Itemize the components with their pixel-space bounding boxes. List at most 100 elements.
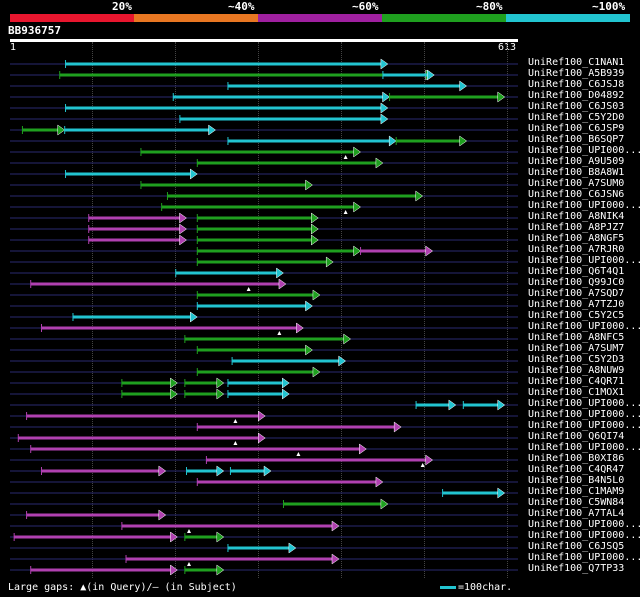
hit-name-link[interactable]: UniRef100_UPI000... — [528, 409, 640, 420]
hit-name-link[interactable]: UniRef100_Q6QI74 — [528, 431, 625, 442]
hit-name-link[interactable]: UniRef100_UPI000... — [528, 145, 640, 156]
hit-segment-arrowhead — [216, 388, 225, 400]
hit-segment-arrowhead — [257, 410, 266, 422]
hit-name-link[interactable]: UniRef100_C1MOX1 — [528, 387, 625, 398]
hit-segment-arrowhead — [296, 322, 304, 334]
hit-name-link[interactable]: UniRef100_C5Y2C5 — [528, 310, 625, 321]
hit-name-link[interactable]: UniRef100_C5WN84 — [528, 497, 625, 508]
hit-segment-arrowhead — [497, 487, 506, 499]
hit-name-link[interactable]: UniRef100_A7RJR0 — [528, 244, 625, 255]
hit-segment-arrowhead — [190, 168, 198, 180]
hit-segment-arrowhead — [216, 377, 225, 389]
hit-name-link[interactable]: UniRef100_A8NUW9 — [528, 365, 625, 376]
gridline — [92, 42, 93, 578]
hit-segment-arrowhead — [311, 223, 319, 235]
hit-name-link[interactable]: UniRef100_B6SQP7 — [528, 134, 625, 145]
hit-segment-arrowhead — [331, 553, 340, 565]
hit-name-link[interactable]: UniRef100_C6JSQ5 — [528, 541, 625, 552]
hit-segment-arrowhead — [359, 443, 367, 455]
hit-name-link[interactable]: UniRef100_C6JSN6 — [528, 189, 625, 200]
gridline — [507, 42, 508, 578]
hit-segment-arrowhead — [278, 278, 287, 290]
hit-segment-arrowhead — [497, 399, 506, 411]
hit-name-link[interactable]: UniRef100_C4QR71 — [528, 376, 625, 387]
hit-name-link[interactable]: UniRef100_A8NIK4 — [528, 211, 625, 222]
hit-name-link[interactable]: UniRef100_C6JSJ8 — [528, 79, 625, 90]
hit-name-link[interactable]: UniRef100_A8NGF5 — [528, 233, 625, 244]
query-gap-marker — [296, 452, 301, 456]
scale-label: =100char. — [458, 582, 513, 593]
hit-segment-arrowhead — [325, 256, 334, 268]
hit-name-link[interactable]: UniRef100_C1MAM9 — [528, 486, 625, 497]
hit-name-link[interactable]: UniRef100_A7SUM0 — [528, 178, 625, 189]
hit-segment-arrowhead — [427, 69, 435, 81]
hit-name-link[interactable]: UniRef100_D04892 — [528, 90, 625, 101]
hit-name-link[interactable]: UniRef100_C6JSP9 — [528, 123, 625, 134]
hit-name-link[interactable]: UniRef100_A7TAL4 — [528, 508, 625, 519]
legend-segment-60 — [258, 14, 382, 22]
hit-name-link[interactable]: UniRef100_UPI000... — [528, 442, 640, 453]
query-gap-marker — [246, 287, 251, 291]
legend-segment-100 — [506, 14, 630, 22]
legend-label-100: ~100% — [592, 0, 626, 13]
query-gap-marker — [187, 529, 192, 533]
hit-name-link[interactable]: UniRef100_B4N5L0 — [528, 475, 625, 486]
hit-name-link[interactable]: UniRef100_A8PJZ7 — [528, 222, 625, 233]
hit-name-link[interactable]: UniRef100_C4QR47 — [528, 464, 625, 475]
gridline — [175, 42, 176, 578]
query-gap-marker — [233, 419, 238, 423]
hit-name-link[interactable]: UniRef100_UPI000... — [528, 552, 640, 563]
hit-segment-arrowhead — [415, 190, 424, 202]
hit-segment-arrowhead — [158, 465, 167, 477]
hit-segment-arrowhead — [380, 113, 389, 125]
hit-segment-arrowhead — [158, 509, 167, 521]
hit-name-link[interactable]: UniRef100_C1NAN1 — [528, 57, 625, 68]
hit-segment-arrowhead — [311, 234, 319, 246]
hit-segment-arrowhead — [263, 465, 272, 477]
hit-name-link[interactable]: UniRef100_UPI000... — [528, 519, 640, 530]
hit-name-link[interactable]: UniRef100_A5B939 — [528, 68, 625, 79]
hit-name-link[interactable]: UniRef100_C5Y2D3 — [528, 354, 625, 365]
hit-segment-arrowhead — [312, 366, 321, 378]
hit-segment-arrowhead — [343, 333, 352, 345]
legend-segment-80 — [382, 14, 506, 22]
hit-segment-arrowhead — [57, 124, 66, 136]
query-gap-marker — [187, 562, 192, 566]
hit-name-link[interactable]: UniRef100_A7SUM7 — [528, 343, 625, 354]
hit-segment-arrowhead — [276, 267, 284, 279]
hit-segment-arrowhead — [388, 135, 397, 147]
hit-name-link[interactable]: UniRef100_Q99JC0 — [528, 277, 625, 288]
hit-name-link[interactable]: UniRef100_C5Y2D0 — [528, 112, 625, 123]
hit-name-link[interactable]: UniRef100_UPI000... — [528, 255, 640, 266]
hit-segment-arrowhead — [338, 355, 347, 367]
hit-name-link[interactable]: UniRef100_B0XI86 — [528, 453, 625, 464]
legend-label-60: ~60% — [352, 0, 379, 13]
hit-segment-arrowhead — [459, 80, 468, 92]
hit-name-link[interactable]: UniRef100_UPI000... — [528, 321, 640, 332]
hit-name-link[interactable]: UniRef100_A7TZJ0 — [528, 299, 625, 310]
query-gap-marker — [277, 331, 282, 335]
hit-name-link[interactable]: UniRef100_A8NFC5 — [528, 332, 625, 343]
hit-segment-arrowhead — [331, 520, 340, 532]
hit-segment-arrowhead — [393, 421, 402, 433]
hit-name-link[interactable]: UniRef100_C6JS03 — [528, 101, 625, 112]
hit-segment-arrowhead — [282, 388, 290, 400]
hit-name-link[interactable]: UniRef100_Q6T4Q1 — [528, 266, 625, 277]
hit-segment-arrowhead — [305, 300, 313, 312]
hit-name-link[interactable]: UniRef100_UPI000... — [528, 420, 640, 431]
hit-segment-arrowhead — [208, 124, 216, 136]
hit-name-link[interactable]: UniRef100_UPI000... — [528, 530, 640, 541]
hit-name-link[interactable]: UniRef100_Q7TP33 — [528, 563, 625, 574]
hit-name-link[interactable]: UniRef100_A9U509 — [528, 156, 625, 167]
legend-label-40: ~40% — [228, 0, 255, 13]
hit-name-link[interactable]: UniRef100_UPI000... — [528, 200, 640, 211]
hit-segment-arrowhead — [216, 465, 225, 477]
hit-name-link[interactable]: UniRef100_UPI000... — [528, 398, 640, 409]
hit-segment-arrowhead — [179, 234, 187, 246]
query-id: BB936757 — [8, 24, 61, 37]
hit-segment-arrowhead — [170, 531, 178, 543]
hit-name-link[interactable]: UniRef100_B8A8W1 — [528, 167, 625, 178]
hit-name-link[interactable]: UniRef100_A7SQD7 — [528, 288, 625, 299]
hit-segment-arrowhead — [375, 157, 384, 169]
